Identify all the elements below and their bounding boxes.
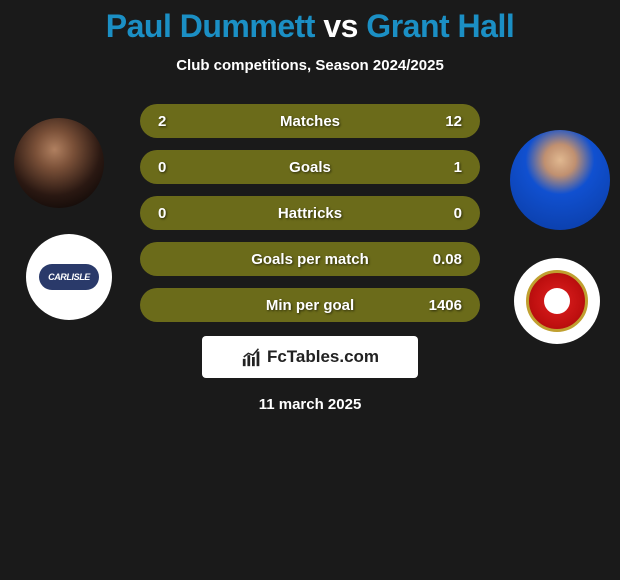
stat-left-value: 2 [158, 113, 166, 130]
stat-label: Hattricks [278, 205, 342, 222]
stat-row-hattricks: 0 Hattricks 0 [140, 196, 480, 230]
player1-name: Paul Dummett [106, 8, 315, 44]
subtitle: Club competitions, Season 2024/2025 [0, 57, 620, 74]
stat-label: Min per goal [266, 297, 354, 314]
stat-right-value: 12 [445, 113, 462, 130]
date-label: 11 march 2025 [0, 396, 620, 413]
stat-label: Goals per match [251, 251, 369, 268]
stat-right-value: 1406 [429, 297, 462, 314]
page-title: Paul Dummett vs Grant Hall [0, 8, 620, 45]
stat-row-matches: 2 Matches 12 [140, 104, 480, 138]
chart-icon [241, 346, 263, 368]
stat-row-min-per-goal: Min per goal 1406 [140, 288, 480, 322]
site-logo-text: FcTables.com [267, 347, 379, 367]
vs-separator: vs [323, 8, 358, 44]
stats-area: 2 Matches 12 0 Goals 1 0 Hattricks 0 Goa… [0, 104, 620, 322]
header: Paul Dummett vs Grant Hall Club competit… [0, 0, 620, 74]
stat-label: Goals [289, 159, 331, 176]
player2-name: Grant Hall [366, 8, 514, 44]
stat-right-value: 0 [454, 205, 462, 222]
stat-label: Matches [280, 113, 340, 130]
stat-row-goals: 0 Goals 1 [140, 150, 480, 184]
stat-left-value: 0 [158, 205, 166, 222]
stat-left-value: 0 [158, 159, 166, 176]
stat-row-goals-per-match: Goals per match 0.08 [140, 242, 480, 276]
stat-right-value: 0.08 [433, 251, 462, 268]
site-logo-box: FcTables.com [202, 336, 418, 378]
stat-right-value: 1 [454, 159, 462, 176]
